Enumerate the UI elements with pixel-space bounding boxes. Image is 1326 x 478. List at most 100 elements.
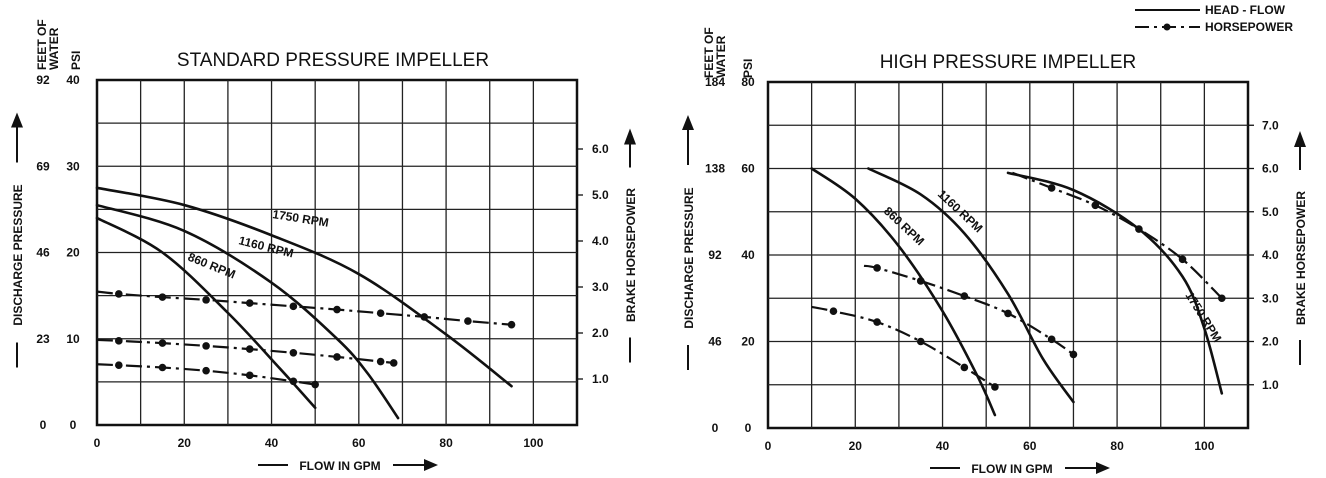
feet-tick-label: 69: [36, 159, 50, 173]
flow-arrow-head: [424, 459, 438, 471]
flow-label: FLOW IN GPM: [971, 462, 1052, 476]
hp-tick-label: 1.0: [1262, 378, 1279, 392]
horsepower-point: [873, 264, 881, 272]
pressure-arrow-head: [682, 115, 694, 130]
x-tick-label: 20: [178, 436, 192, 450]
discharge-pressure-label: DISCHARGE PRESSURE: [11, 184, 25, 325]
horsepower-curve-1: [811, 305, 996, 388]
feet-tick-label: 92: [36, 73, 50, 87]
horsepower-arrow-head: [624, 128, 636, 145]
horsepower-point: [289, 348, 298, 357]
horsepower-point: [1047, 184, 1056, 192]
horsepower-point: [311, 380, 319, 389]
x-tick-label: 60: [1023, 439, 1037, 453]
curve-label: 860 RPM: [881, 204, 927, 248]
feet-tick-label: 46: [36, 246, 50, 260]
hp-tick-label: 1.0: [592, 372, 609, 386]
head-flow-curve-1160-rpm: [95, 203, 400, 420]
horsepower-point: [158, 339, 167, 347]
chart-standard-pressure: STANDARD PRESSURE IMPELLER FEET OF WATER…: [11, 19, 638, 473]
x-tick-label: 100: [1194, 439, 1214, 453]
hp-tick-label: 2.0: [1262, 335, 1279, 349]
psi-tick-label: 40: [66, 73, 80, 87]
hp-tick-label: 5.0: [1262, 205, 1279, 219]
x-tick-label: 80: [1110, 439, 1124, 453]
horsepower-point: [245, 299, 254, 307]
horsepower-point: [1047, 335, 1056, 344]
hp-tick-label: 4.0: [1262, 248, 1279, 262]
hp-tick-label: 2.0: [592, 326, 609, 340]
horsepower-point: [1004, 309, 1012, 318]
feet-of-water-label-line1: FEET OF: [702, 27, 716, 78]
feet-of-water-label-line1: FEET OF: [35, 19, 49, 70]
hp-tick-label: 3.0: [592, 280, 609, 294]
horsepower-point: [202, 366, 210, 375]
horsepower-point: [115, 361, 123, 370]
feet-tick-label: 184: [705, 75, 725, 89]
feet-tick-label: 23: [36, 332, 50, 346]
horsepower-point: [960, 363, 969, 372]
x-tick-label: 40: [265, 436, 279, 450]
psi-tick-label: 20: [66, 246, 80, 260]
psi-label: PSI: [69, 51, 83, 70]
feet-tick-label: 138: [705, 162, 725, 176]
feet-of-water-label-line2: WATER: [47, 27, 61, 70]
legend-horsepower-label: HORSEPOWER: [1205, 20, 1293, 34]
psi-tick-label: 80: [741, 75, 755, 89]
psi-tick-label: 0: [745, 421, 752, 435]
horsepower-point: [1069, 350, 1078, 359]
feet-tick-label: 46: [708, 335, 722, 349]
horsepower-point: [1218, 294, 1226, 303]
flow-label: FLOW IN GPM: [299, 459, 380, 473]
x-tick-label: 60: [352, 436, 366, 450]
psi-tick-label: 30: [66, 159, 80, 173]
legend-horsepower-dot: [1163, 23, 1171, 31]
head-flow-curve-860-rpm: [95, 216, 317, 410]
psi-tick-label: 10: [66, 332, 80, 346]
x-tick-label: 80: [439, 436, 453, 450]
horsepower-arrow-head: [1294, 131, 1306, 147]
feet-tick-label: 0: [712, 421, 719, 435]
hp-tick-label: 6.0: [1262, 162, 1279, 176]
horsepower-point: [389, 359, 398, 367]
horsepower-point: [333, 305, 341, 314]
curve-label: 1160 RPM: [237, 233, 295, 260]
horsepower-point: [158, 293, 167, 301]
horsepower-point: [420, 313, 429, 321]
hp-tick-label: 5.0: [592, 188, 609, 202]
horsepower-point: [1091, 201, 1100, 210]
x-tick-label: 20: [849, 439, 863, 453]
psi-label: PSI: [741, 59, 755, 78]
pressure-arrow-head: [11, 112, 23, 128]
horsepower-point: [289, 377, 298, 386]
horsepower-point: [115, 337, 123, 345]
chart-title: HIGH PRESSURE IMPELLER: [880, 52, 1137, 73]
hp-tick-label: 6.0: [592, 142, 609, 156]
x-tick-label: 0: [94, 436, 101, 450]
psi-tick-label: 40: [741, 248, 755, 262]
horsepower-point: [202, 342, 210, 350]
psi-tick-label: 0: [70, 418, 77, 432]
curve-label: 1750 RPM: [272, 207, 330, 230]
horsepower-point: [245, 371, 254, 380]
horsepower-point: [376, 357, 385, 366]
head-flow-curve-1750-rpm: [95, 186, 513, 388]
horsepower-point: [158, 363, 167, 372]
hp-tick-label: 7.0: [1262, 118, 1279, 132]
horsepower-point: [376, 309, 385, 318]
horsepower-point: [873, 318, 881, 326]
horsepower-point: [245, 345, 254, 353]
horsepower-point: [507, 320, 516, 329]
horsepower-point: [464, 317, 472, 325]
x-tick-label: 40: [936, 439, 950, 453]
psi-tick-label: 20: [741, 335, 755, 349]
horsepower-point: [916, 337, 925, 346]
horsepower-point: [916, 277, 925, 285]
hp-tick-label: 4.0: [592, 234, 609, 248]
head-flow-curve-1160-rpm: [867, 167, 1075, 404]
flow-arrow-head: [1096, 462, 1110, 474]
head-flow-curve-1750-rpm: [1006, 171, 1224, 395]
horsepower-point: [115, 290, 123, 298]
horsepower-point: [829, 307, 838, 316]
chart-high-pressure: HIGH PRESSURE IMPELLER FEET OF WATER PSI…: [682, 27, 1308, 476]
